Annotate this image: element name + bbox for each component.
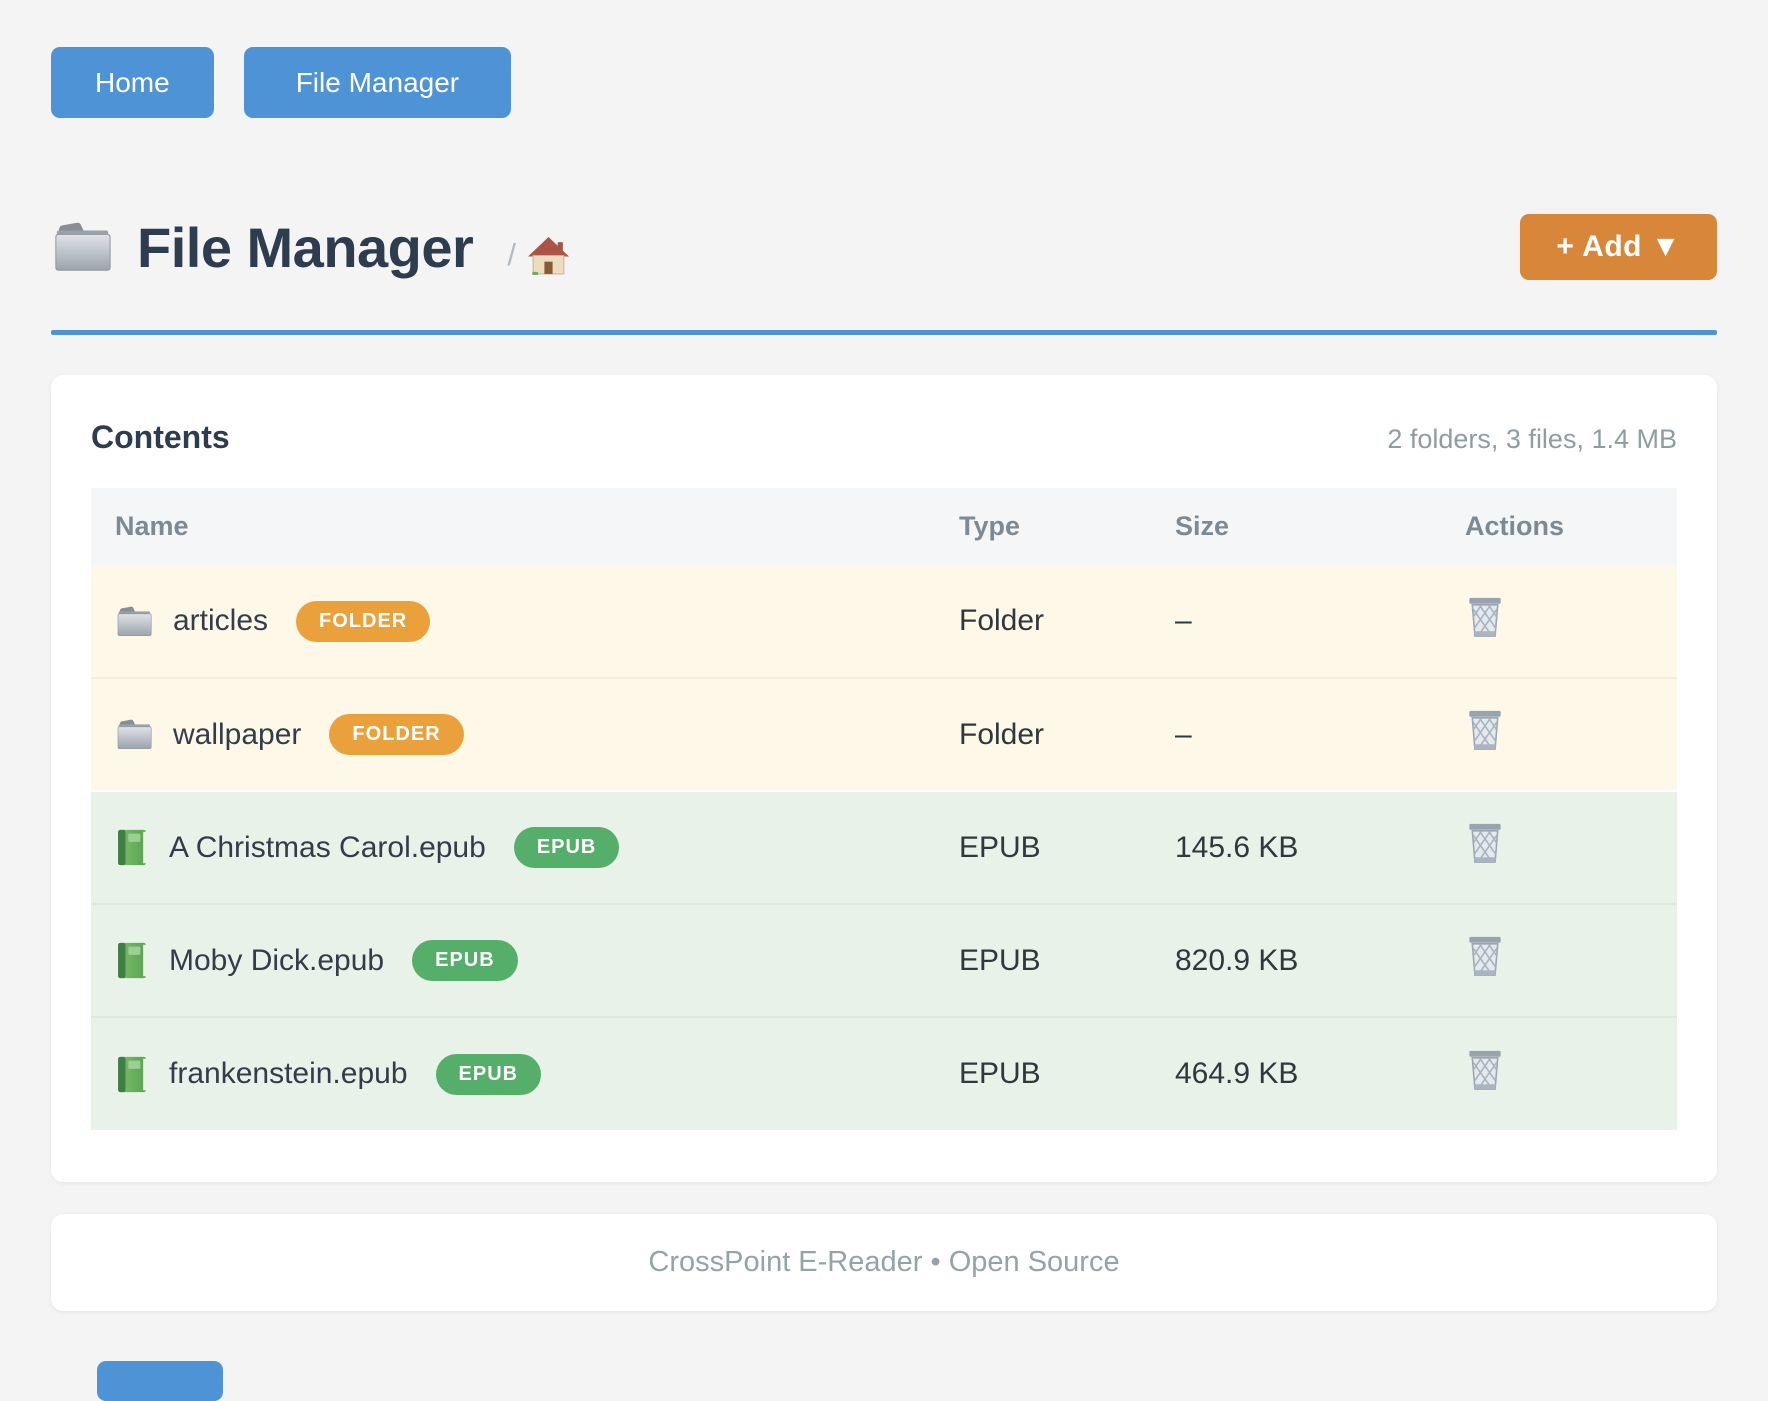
footer: CrossPoint E-Reader • Open Source <box>51 1214 1717 1311</box>
file-name[interactable]: Moby Dick.epub <box>169 943 385 977</box>
trash-icon <box>1465 708 1505 753</box>
partial-bottom-button[interactable] <box>97 1361 223 1401</box>
page-title-text: File Manager <box>137 215 474 279</box>
file-type: EPUB <box>959 830 1041 864</box>
book-icon <box>118 1056 147 1092</box>
trash-icon <box>1465 595 1505 640</box>
table-header-row: Name Type Size Actions <box>91 488 1677 565</box>
column-header-actions: Actions <box>1465 488 1677 565</box>
file-size: – <box>1175 717 1192 751</box>
file-manager-button[interactable]: File Manager <box>243 47 512 118</box>
contents-heading: Contents <box>91 419 230 455</box>
page-header: File Manager / + Add ▼ <box>51 214 1717 280</box>
page-title: File Manager <box>51 215 474 280</box>
add-button[interactable]: + Add ▼ <box>1520 214 1717 280</box>
breadcrumb: / <box>507 235 569 276</box>
file-name[interactable]: A Christmas Carol.epub <box>169 830 486 864</box>
breadcrumb-separator: / <box>507 237 516 272</box>
contents-card: Contents 2 folders, 3 files, 1.4 MB Name… <box>51 375 1717 1182</box>
home-icon[interactable] <box>527 235 569 276</box>
trash-icon <box>1465 821 1505 866</box>
delete-button[interactable] <box>1465 708 1505 753</box>
delete-button[interactable] <box>1465 934 1505 979</box>
folder-badge: FOLDER <box>329 714 464 755</box>
file-name[interactable]: frankenstein.epub <box>169 1057 408 1090</box>
file-size: – <box>1175 604 1192 637</box>
footer-text: CrossPoint E-Reader • Open Source <box>648 1246 1120 1278</box>
file-size: 820.9 KB <box>1175 943 1299 977</box>
file-name[interactable]: articles <box>173 604 269 637</box>
delete-button[interactable] <box>1465 1048 1505 1093</box>
trash-icon <box>1465 934 1505 979</box>
folder-icon <box>55 222 111 271</box>
trash-icon <box>1465 1048 1505 1093</box>
file-table: Name Type Size Actions articles FOLDER F… <box>91 488 1677 1130</box>
table-row-christmas-carol[interactable]: A Christmas Carol.epub EPUB EPUB 145.6 K… <box>91 791 1677 904</box>
top-navigation: Home File Manager <box>51 0 1717 118</box>
delete-button[interactable] <box>1465 821 1505 866</box>
file-size: 145.6 KB <box>1175 830 1299 864</box>
title-divider <box>51 330 1717 335</box>
home-button[interactable]: Home <box>51 47 214 118</box>
book-icon <box>118 942 147 979</box>
column-header-name: Name <box>91 488 959 565</box>
table-row-wallpaper[interactable]: wallpaper FOLDER Folder – <box>91 678 1677 791</box>
column-header-size: Size <box>1175 488 1465 565</box>
file-type: Folder <box>959 717 1045 751</box>
file-size: 464.9 KB <box>1175 1057 1299 1090</box>
book-icon <box>118 829 147 866</box>
epub-badge: EPUB <box>435 1053 542 1095</box>
folder-icon <box>117 719 152 750</box>
delete-button[interactable] <box>1465 595 1505 640</box>
file-type: EPUB <box>959 943 1041 977</box>
folder-icon <box>117 605 152 636</box>
page: Home File Manager File Manager / + Add ▼… <box>51 0 1717 1311</box>
table-row-frankenstein[interactable]: frankenstein.epub EPUB EPUB 464.9 KB <box>91 1017 1677 1130</box>
contents-summary: 2 folders, 3 files, 1.4 MB <box>1387 424 1677 454</box>
file-type: Folder <box>959 604 1045 637</box>
folder-badge: FOLDER <box>296 600 431 642</box>
table-row-moby-dick[interactable]: Moby Dick.epub EPUB EPUB 820.9 KB <box>91 904 1677 1017</box>
file-name[interactable]: wallpaper <box>173 717 302 751</box>
epub-badge: EPUB <box>412 940 518 981</box>
file-type: EPUB <box>959 1057 1041 1090</box>
column-header-type: Type <box>959 488 1175 565</box>
epub-badge: EPUB <box>513 827 620 868</box>
table-row-articles[interactable]: articles FOLDER Folder – <box>91 565 1677 678</box>
